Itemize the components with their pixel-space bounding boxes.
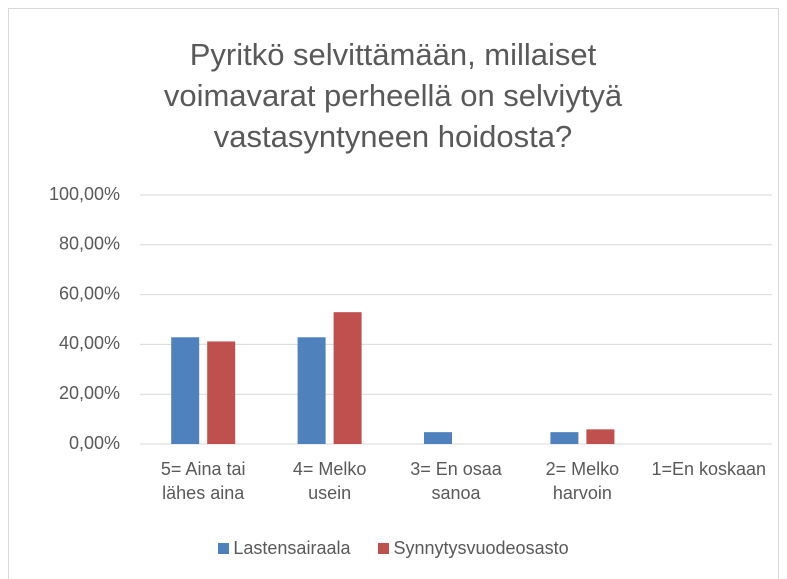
legend-label: Synnytysvuodeosasto [393, 538, 569, 558]
x-tick-label: 5= Aina tai lähes aina [160, 459, 246, 503]
legend-item: Lastensairaala [218, 538, 350, 558]
legend: Lastensairaala Synnytysvuodeosasto [0, 538, 787, 559]
x-tick-label: 4= Melko usein [292, 459, 367, 503]
y-tick-label: 20,00% [59, 383, 120, 403]
bar [333, 312, 362, 444]
y-tick-label: 80,00% [59, 234, 120, 254]
chart-border [8, 8, 779, 579]
y-tick-label: 100,00% [49, 184, 120, 204]
bar [297, 337, 326, 444]
y-tick-label: 0,00% [69, 433, 120, 453]
y-tick-label: 40,00% [59, 333, 120, 353]
bar [207, 341, 236, 444]
chart-title: Pyritkö selvittämään, millaiset voimavar… [163, 37, 623, 154]
bar [171, 337, 200, 444]
x-tick-label: 3= En osaa sanoa [410, 459, 502, 503]
y-tick-label: 60,00% [59, 283, 120, 303]
bar [550, 432, 579, 444]
x-tick-label: 2= Melko harvoin [545, 459, 620, 503]
legend-swatch [378, 543, 390, 554]
bar [424, 432, 452, 444]
legend-item: Synnytysvuodeosasto [378, 538, 569, 558]
legend-swatch [218, 543, 230, 554]
legend-label: Lastensairaala [233, 538, 351, 558]
x-tick-label: 1=En koskaan [651, 459, 767, 479]
bar [586, 429, 615, 444]
